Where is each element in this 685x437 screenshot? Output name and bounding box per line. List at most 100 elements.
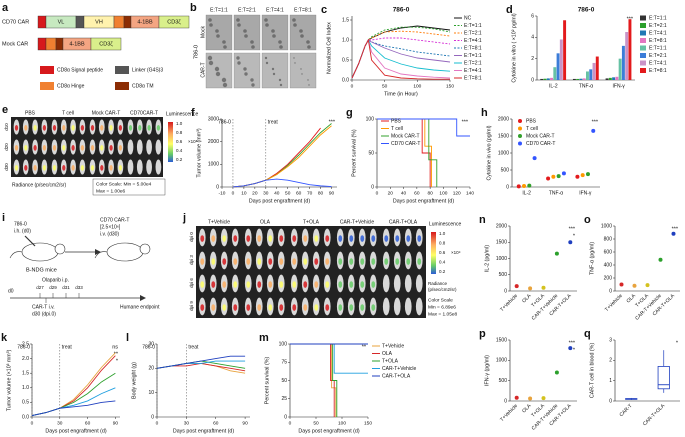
signal-blob xyxy=(384,258,389,265)
y-tick-label: 2000 xyxy=(208,139,219,145)
signal-blob xyxy=(349,281,354,288)
label: 0.4 xyxy=(439,260,446,265)
bar xyxy=(553,67,557,80)
y-tick-label: 0 xyxy=(531,77,534,83)
y-tick-label: 2000 xyxy=(498,116,509,122)
mouse xyxy=(127,139,134,155)
signal-blob xyxy=(292,235,297,242)
x-tick-label: 90 xyxy=(329,190,335,196)
x-tick-label: 30 xyxy=(263,190,269,196)
x-tick-label: OLA xyxy=(626,293,638,305)
cell-cluster xyxy=(236,18,240,22)
legend-swatch xyxy=(640,45,646,51)
mouse xyxy=(415,297,423,316)
x-tick-label: 30 xyxy=(57,420,63,426)
x-tick-label: TNF-α xyxy=(549,190,563,196)
y-tick-label: 1.5 xyxy=(342,17,349,23)
x-tick-label: OLA xyxy=(521,403,533,415)
signal-blob xyxy=(268,235,273,242)
legend-label: E:T=8:1 xyxy=(464,75,482,81)
label: PBS xyxy=(25,110,36,116)
label: E:T=2:1 xyxy=(238,7,256,13)
signal-blob xyxy=(314,235,319,242)
dot xyxy=(658,257,663,262)
cell-cluster xyxy=(250,78,254,82)
legend-swatch xyxy=(640,53,646,58)
signal-blob xyxy=(257,281,262,288)
y-tick-label: 30 xyxy=(148,341,154,347)
dot xyxy=(551,174,556,179)
significance: ns xyxy=(112,344,118,350)
x-tick-label: 50 xyxy=(313,420,319,426)
signal-blob xyxy=(33,125,37,131)
signal-blob xyxy=(303,258,308,265)
signal-blob xyxy=(100,125,104,131)
dot xyxy=(568,240,573,245)
bar xyxy=(628,19,632,80)
signal-blob xyxy=(42,125,47,131)
y-tick-label: 0 xyxy=(504,288,507,294)
signal-blob xyxy=(325,258,330,265)
cell-cluster xyxy=(272,72,276,76)
bar xyxy=(559,39,563,80)
y-axis-label: Percent survival (%) xyxy=(264,357,270,405)
mouse-head xyxy=(139,243,151,255)
label: T cell xyxy=(62,110,74,116)
x-tick-label: 0 xyxy=(376,190,379,196)
signal-blob xyxy=(268,258,273,265)
signal-blob xyxy=(62,145,66,151)
x-tick-label: 0 xyxy=(351,83,354,89)
bar xyxy=(608,77,612,80)
panel-letter: a xyxy=(2,2,9,14)
mouse xyxy=(146,159,152,175)
legend-swatch xyxy=(40,82,54,90)
cell-cluster xyxy=(265,23,269,27)
domain xyxy=(90,37,122,51)
y-tick-label: 1500 xyxy=(496,240,507,246)
mouse xyxy=(155,159,162,175)
signal-blob xyxy=(90,145,95,151)
signal-blob xyxy=(314,281,319,288)
y-tick-label: 50 xyxy=(368,150,374,156)
dot xyxy=(516,184,521,189)
dot xyxy=(546,176,551,181)
signal-blob xyxy=(71,165,75,171)
y-tick-label: 0 xyxy=(371,184,374,190)
signal-blob xyxy=(246,304,251,311)
y-tick-label: 3000 xyxy=(208,116,219,122)
bar xyxy=(592,62,596,80)
signal-blob xyxy=(138,125,142,131)
legend-label: E:T=1:1 xyxy=(464,53,482,59)
panel-letter: j xyxy=(182,212,186,224)
label: E:T=4:1 xyxy=(266,7,284,13)
signal-blob xyxy=(257,258,262,265)
label: d31 xyxy=(62,285,70,290)
label: OLA xyxy=(260,219,271,225)
x-tick-label: 150 xyxy=(446,83,454,89)
legend-label: E:T=1:1 xyxy=(649,45,667,51)
dot xyxy=(514,395,519,400)
x-tick-label: 20 xyxy=(388,190,394,196)
cell-cluster xyxy=(279,45,283,49)
legend-label: CD8α TM xyxy=(132,83,154,89)
cell-cluster xyxy=(250,40,254,44)
y-tick-label: 10 xyxy=(148,390,154,396)
x-tick-label: 50 xyxy=(382,83,388,89)
cell-cluster xyxy=(306,40,310,44)
y-tick-label: 500 xyxy=(499,378,508,384)
x-tick-label: 80 xyxy=(318,190,324,196)
signal-blob xyxy=(62,125,66,131)
label: Radiance (p/sec/cm2/sr) xyxy=(12,182,67,188)
label: E:T=8:1 xyxy=(294,7,312,13)
y-tick-label: 1000 xyxy=(498,150,509,156)
legend-swatch xyxy=(115,66,129,74)
signal-blob xyxy=(233,258,238,265)
x-tick-label: 0 xyxy=(156,420,159,426)
y-tick-label: 600 xyxy=(604,249,613,255)
cell-cluster xyxy=(244,34,248,38)
y-tick-label: 500 xyxy=(501,167,510,173)
mouse xyxy=(136,159,143,175)
signal-blob xyxy=(325,304,330,311)
domain xyxy=(75,15,85,29)
legend-label: E:T=8:1 xyxy=(649,38,667,44)
